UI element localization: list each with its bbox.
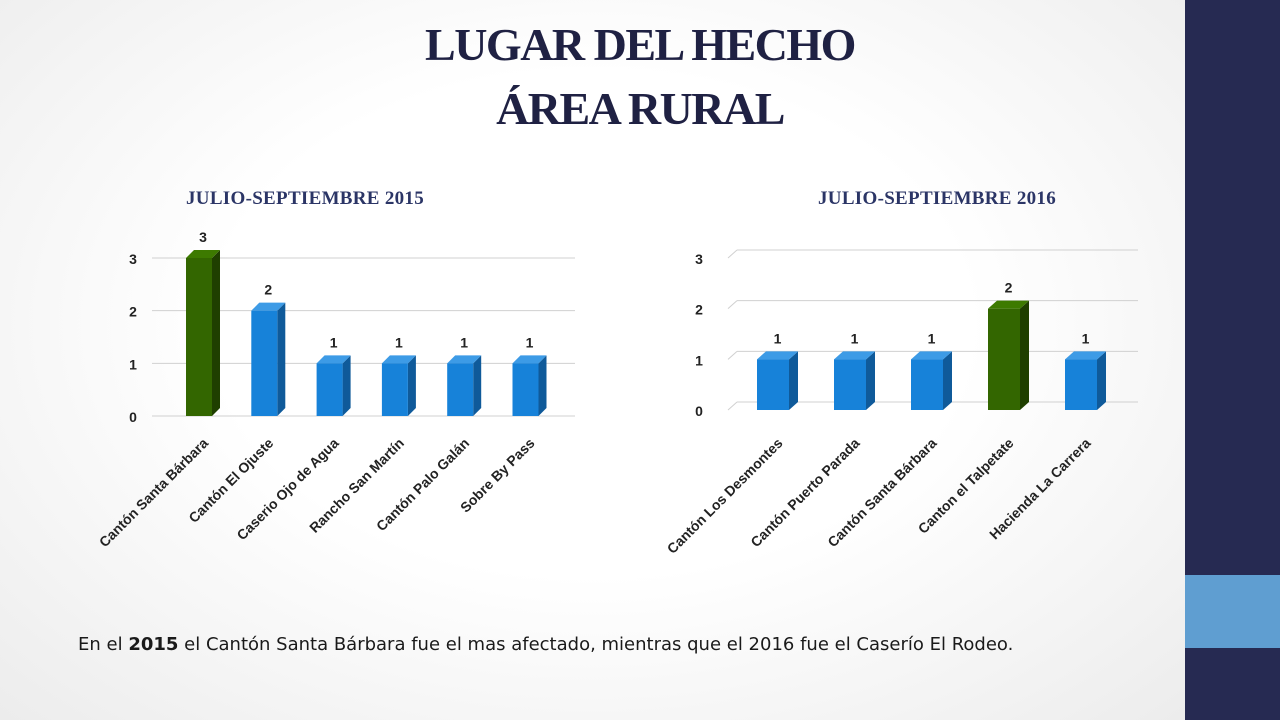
gridline-left-edge (727, 401, 738, 411)
slide-title-line2: ÁREA RURAL (496, 83, 785, 134)
bar-canton-palo-galan (447, 355, 482, 416)
bar-top-face (757, 351, 798, 360)
bar-top-face (186, 250, 220, 258)
gridline-left-edge (727, 300, 738, 310)
bar-front-face (1065, 359, 1097, 410)
bar-rancho-san-martin (381, 355, 416, 416)
chart-title-2015: JULIO-SEPTIEMBRE 2015 (186, 188, 425, 209)
bar-front-face (447, 363, 474, 416)
bar-front-face (911, 359, 943, 410)
data-label: 1 (851, 330, 859, 346)
bar-caserio-ojo-de-agua (316, 355, 351, 416)
y-tick-label: 0 (695, 403, 703, 419)
bar-top-face (1065, 351, 1106, 360)
gridline-left-edge (727, 249, 738, 259)
bar-sobre-by-pass (512, 355, 547, 416)
bar-side-face (473, 355, 482, 416)
y-tick-label: 3 (695, 251, 703, 267)
bar-side-face (866, 351, 875, 410)
bar-top-face (512, 355, 547, 364)
bar-side-face (407, 355, 416, 416)
bar-canton-el-ojuste (251, 302, 286, 416)
y-tick-label: 2 (695, 302, 703, 318)
bar-front-face (988, 308, 1020, 410)
bar-side-face (342, 355, 351, 416)
data-label: 1 (460, 334, 468, 350)
data-label: 1 (330, 334, 338, 350)
bar-side-face (212, 250, 220, 416)
caption-part1: En el (78, 634, 129, 655)
y-tick-label: 0 (129, 409, 137, 425)
bar-side-face (277, 302, 286, 416)
bar-canton-santa-barbara (911, 351, 952, 410)
y-tick-label: 1 (695, 352, 703, 368)
bar-side-face (1097, 351, 1106, 410)
bar-side-face (1020, 300, 1029, 410)
caption-year: 2015 (128, 634, 179, 655)
bar-front-face (834, 359, 866, 410)
bar-top-face (988, 300, 1029, 309)
data-label: 1 (395, 334, 403, 350)
chart-title-2016: JULIO-SEPTIEMBRE 2016 (818, 188, 1057, 209)
bar-top-face (911, 351, 952, 360)
bar-canton-santa-barbara (186, 250, 220, 416)
data-label: 1 (774, 330, 782, 346)
bar-top-face (834, 351, 875, 360)
data-label: 1 (928, 330, 936, 346)
bar-side-face (943, 351, 952, 410)
bar-front-face (512, 363, 539, 416)
bar-front-face (186, 258, 212, 416)
y-tick-label: 3 (129, 251, 137, 267)
bar-side-face (789, 351, 798, 410)
bar-side-face (538, 355, 547, 416)
bar-front-face (757, 359, 789, 410)
bar-top-face (316, 355, 351, 364)
slide-title-line1: LUGAR DEL HECHO (425, 19, 856, 70)
bar-canton-el-talpetate (988, 300, 1029, 410)
bar-front-face (251, 310, 278, 416)
y-tick-label: 1 (129, 356, 137, 372)
data-label: 1 (526, 334, 534, 350)
data-label: 2 (1005, 280, 1013, 296)
bar-front-face (381, 363, 408, 416)
bar-top-face (381, 355, 416, 364)
data-label: 2 (264, 282, 272, 298)
data-label: 1 (1082, 330, 1090, 346)
y-tick-label: 2 (129, 304, 137, 320)
data-label: 3 (199, 229, 207, 245)
gridline-left-edge (727, 350, 738, 360)
caption-part2: el Cantón Santa Bárbara fue el mas afect… (178, 634, 1014, 655)
bar-canton-puerto-parada (834, 351, 875, 410)
bar-top-face (447, 355, 482, 364)
bar-front-face (316, 363, 343, 416)
caption-text: En el 2015 el Cantón Santa Bárbara fue e… (78, 630, 1132, 659)
bar-canton-los-desmontes (757, 351, 798, 410)
side-accent-block (1185, 575, 1280, 648)
bar-top-face (251, 302, 286, 311)
bar-hacienda-la-carrera (1065, 351, 1106, 410)
